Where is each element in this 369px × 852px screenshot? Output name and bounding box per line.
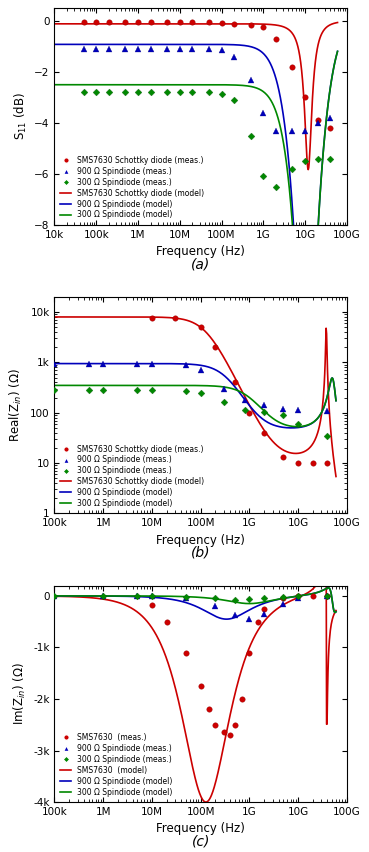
Y-axis label: S$_{11}$ (dB): S$_{11}$ (dB) (13, 93, 29, 141)
Text: (c): (c) (192, 834, 210, 849)
X-axis label: Frequency (Hz): Frequency (Hz) (156, 822, 245, 836)
Legend: SMS7630 Schottky diode (meas.), 900 Ω Spindiode (meas.), 300 Ω Spindiode (meas.): SMS7630 Schottky diode (meas.), 900 Ω Sp… (58, 154, 206, 221)
Y-axis label: Real(Z$_{in}$) (Ω): Real(Z$_{in}$) (Ω) (8, 368, 24, 442)
X-axis label: Frequency (Hz): Frequency (Hz) (156, 245, 245, 258)
Legend: SMS7630 Schottky diode (meas.), 900 Ω Spindiode (meas.), 300 Ω Spindiode (meas.): SMS7630 Schottky diode (meas.), 900 Ω Sp… (58, 443, 206, 509)
Text: (b): (b) (191, 546, 210, 560)
X-axis label: Frequency (Hz): Frequency (Hz) (156, 534, 245, 547)
Y-axis label: Im(Z$_{in}$) (Ω): Im(Z$_{in}$) (Ω) (11, 663, 28, 725)
Legend: SMS7630  (meas.), 900 Ω Spindiode (meas.), 300 Ω Spindiode (meas.), SMS7630  (mo: SMS7630 (meas.), 900 Ω Spindiode (meas.)… (58, 732, 174, 798)
Text: (a): (a) (191, 257, 210, 271)
